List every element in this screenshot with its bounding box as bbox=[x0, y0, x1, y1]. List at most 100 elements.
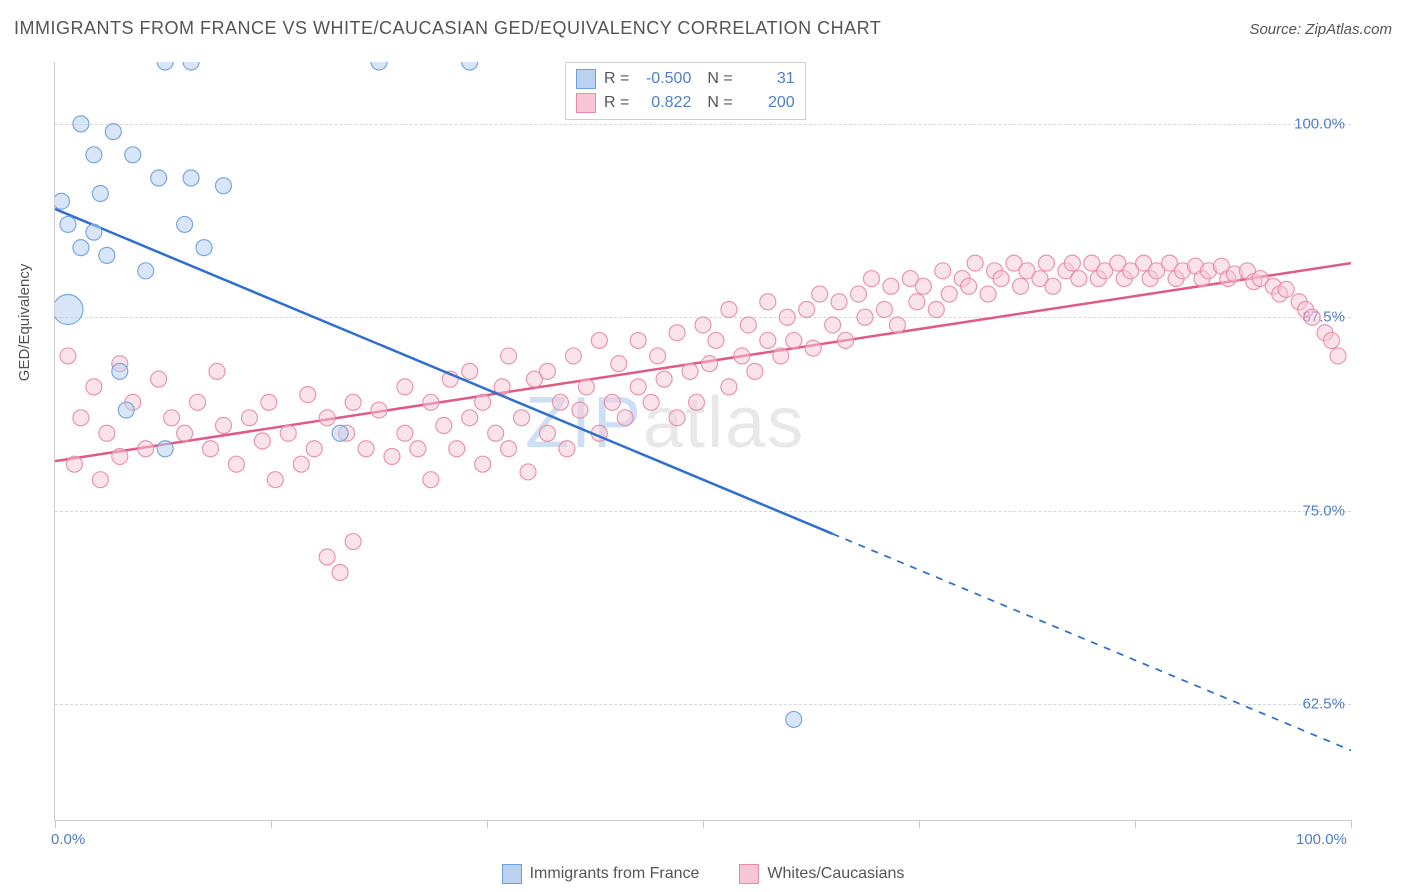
series-legend: Immigrants from France Whites/Caucasians bbox=[0, 864, 1406, 884]
data-point bbox=[73, 116, 89, 132]
data-point bbox=[786, 332, 802, 348]
data-point bbox=[786, 711, 802, 727]
data-point bbox=[86, 147, 102, 163]
data-point bbox=[306, 441, 322, 457]
data-point bbox=[1038, 255, 1054, 271]
data-point bbox=[112, 363, 128, 379]
source-label: Source: ZipAtlas.com bbox=[1249, 21, 1392, 38]
data-point bbox=[55, 295, 83, 325]
data-point bbox=[734, 348, 750, 364]
legend-row-pink: R = 0.822 N = 200 bbox=[576, 91, 795, 115]
swatch-blue bbox=[576, 69, 596, 89]
data-point bbox=[449, 441, 465, 457]
n-value-blue: 31 bbox=[741, 70, 795, 88]
data-point bbox=[254, 433, 270, 449]
data-point bbox=[695, 317, 711, 333]
data-point bbox=[371, 402, 387, 418]
r-value-pink: 0.822 bbox=[637, 94, 691, 112]
data-point bbox=[241, 410, 257, 426]
trend-line-dashed bbox=[833, 534, 1351, 751]
data-point bbox=[215, 418, 231, 434]
n-value-pink: 200 bbox=[741, 94, 795, 112]
data-point bbox=[462, 363, 478, 379]
data-point bbox=[559, 441, 575, 457]
data-point bbox=[539, 363, 555, 379]
plot-area: ZIPatlas R = -0.500 N = 31 R = 0.822 N =… bbox=[54, 62, 1351, 821]
x-tick-label: 0.0% bbox=[51, 831, 85, 848]
r-value-blue: -0.500 bbox=[637, 70, 691, 88]
data-point bbox=[397, 379, 413, 395]
data-point bbox=[831, 294, 847, 310]
data-point bbox=[747, 363, 763, 379]
data-point bbox=[935, 263, 951, 279]
data-point bbox=[190, 394, 206, 410]
data-point bbox=[423, 472, 439, 488]
data-point bbox=[215, 178, 231, 194]
data-point bbox=[203, 441, 219, 457]
data-point bbox=[760, 332, 776, 348]
x-tick bbox=[271, 820, 272, 828]
data-point bbox=[118, 402, 134, 418]
legend-row-blue: R = -0.500 N = 31 bbox=[576, 67, 795, 91]
data-point bbox=[857, 309, 873, 325]
data-point bbox=[915, 278, 931, 294]
data-point bbox=[60, 216, 76, 232]
data-point bbox=[66, 456, 82, 472]
data-point bbox=[779, 309, 795, 325]
data-point bbox=[151, 170, 167, 186]
data-point bbox=[1071, 271, 1087, 287]
data-point bbox=[293, 456, 309, 472]
data-point bbox=[86, 379, 102, 395]
data-point bbox=[721, 302, 737, 318]
data-point bbox=[138, 263, 154, 279]
data-point bbox=[851, 286, 867, 302]
data-point bbox=[630, 379, 646, 395]
data-point bbox=[73, 240, 89, 256]
data-point bbox=[825, 317, 841, 333]
data-point bbox=[105, 124, 121, 140]
data-point bbox=[883, 278, 899, 294]
data-point bbox=[604, 394, 620, 410]
data-point bbox=[267, 472, 283, 488]
data-point bbox=[125, 147, 141, 163]
data-point bbox=[488, 425, 504, 441]
data-point bbox=[183, 170, 199, 186]
y-axis-title: GED/Equivalency bbox=[16, 264, 33, 382]
legend-label-pink: Whites/Caucasians bbox=[767, 865, 904, 883]
data-point bbox=[1278, 281, 1294, 297]
data-point bbox=[565, 348, 581, 364]
data-point bbox=[656, 371, 672, 387]
data-point bbox=[805, 340, 821, 356]
data-point bbox=[967, 255, 983, 271]
data-point bbox=[319, 410, 335, 426]
x-tick bbox=[703, 820, 704, 828]
x-tick bbox=[487, 820, 488, 828]
data-point bbox=[92, 472, 108, 488]
data-point bbox=[371, 62, 387, 70]
data-point bbox=[501, 348, 517, 364]
data-point bbox=[909, 294, 925, 310]
data-point bbox=[708, 332, 724, 348]
data-point bbox=[650, 348, 666, 364]
data-point bbox=[1324, 332, 1340, 348]
data-point bbox=[799, 302, 815, 318]
data-point bbox=[961, 278, 977, 294]
data-point bbox=[514, 410, 530, 426]
data-point bbox=[436, 418, 452, 434]
data-point bbox=[55, 193, 69, 209]
chart-title: IMMIGRANTS FROM FRANCE VS WHITE/CAUCASIA… bbox=[14, 18, 881, 39]
data-point bbox=[876, 302, 892, 318]
data-point bbox=[669, 325, 685, 341]
x-tick-label: 100.0% bbox=[1296, 831, 1347, 848]
data-point bbox=[462, 410, 478, 426]
data-point bbox=[1045, 278, 1061, 294]
data-point bbox=[196, 240, 212, 256]
data-point bbox=[410, 441, 426, 457]
data-point bbox=[941, 286, 957, 302]
data-point bbox=[183, 62, 199, 70]
data-point bbox=[345, 534, 361, 550]
legend-item-pink: Whites/Caucasians bbox=[739, 864, 904, 884]
data-point bbox=[863, 271, 879, 287]
data-point bbox=[682, 363, 698, 379]
data-point bbox=[669, 410, 685, 426]
